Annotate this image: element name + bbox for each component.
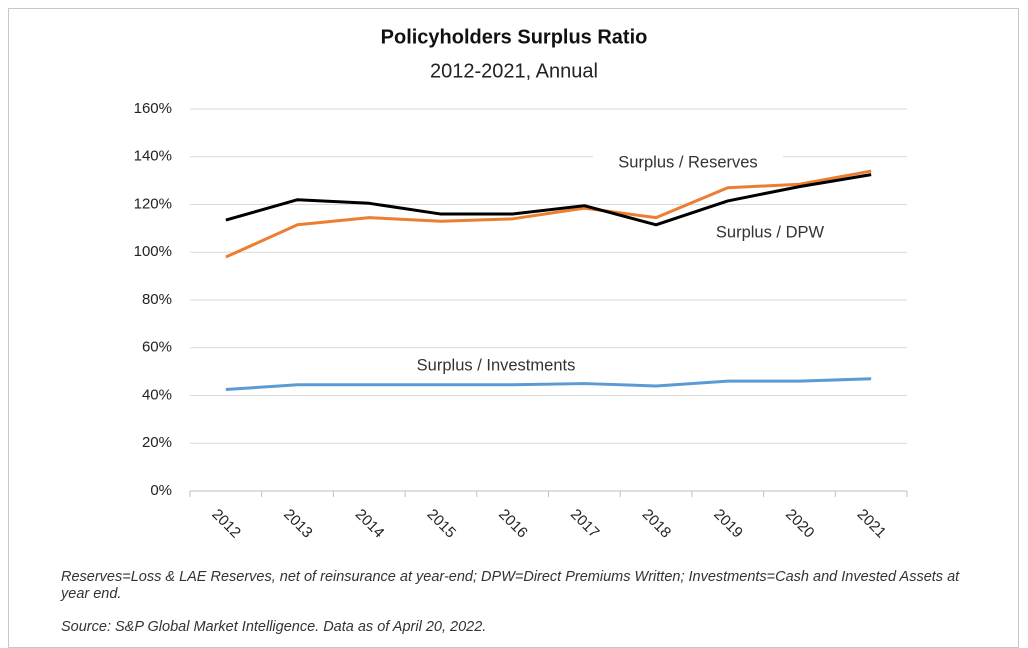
x-tick-label: 2015 — [424, 506, 460, 542]
source: Source: S&P Global Market Intelligence. … — [61, 619, 487, 635]
y-tick-label: 100% — [134, 243, 172, 260]
chart: Policyholders Surplus Ratio 2012-2021, A… — [134, 26, 908, 542]
y-tick-label: 20% — [142, 434, 172, 451]
y-tick-label: 80% — [142, 291, 172, 308]
chart-subtitle: 2012-2021, Annual — [430, 60, 598, 82]
x-tick-label: 2017 — [567, 506, 603, 542]
x-tick-label: 2021 — [854, 506, 890, 542]
footnote: Reserves=Loss & LAE Reserves, net of rei… — [61, 569, 960, 602]
x-tick-label: 2020 — [782, 506, 818, 542]
x-tick-label: 2013 — [280, 506, 316, 542]
y-tick-label: 40% — [142, 386, 172, 403]
series-label: Surplus / Investments — [417, 356, 576, 374]
y-tick-label: 0% — [150, 482, 172, 499]
x-tick-label: 2014 — [352, 506, 388, 542]
y-tick-label: 140% — [134, 148, 172, 165]
label-background — [593, 150, 783, 176]
x-tick-label: 2018 — [639, 506, 675, 542]
series-label: Surplus / DPW — [716, 223, 825, 241]
x-tick-label: 2016 — [495, 506, 531, 542]
series-line — [225, 377, 872, 392]
x-tick-label: 2012 — [208, 506, 244, 542]
x-tick-label: 2019 — [710, 506, 746, 542]
y-tick-label: 120% — [134, 195, 172, 212]
y-tick-label: 160% — [134, 100, 172, 117]
series-line — [225, 169, 872, 259]
series-line — [225, 173, 872, 227]
y-tick-label: 60% — [142, 339, 172, 356]
series-label: Surplus / Reserves — [618, 153, 757, 171]
chart-title: Policyholders Surplus Ratio — [381, 26, 648, 48]
